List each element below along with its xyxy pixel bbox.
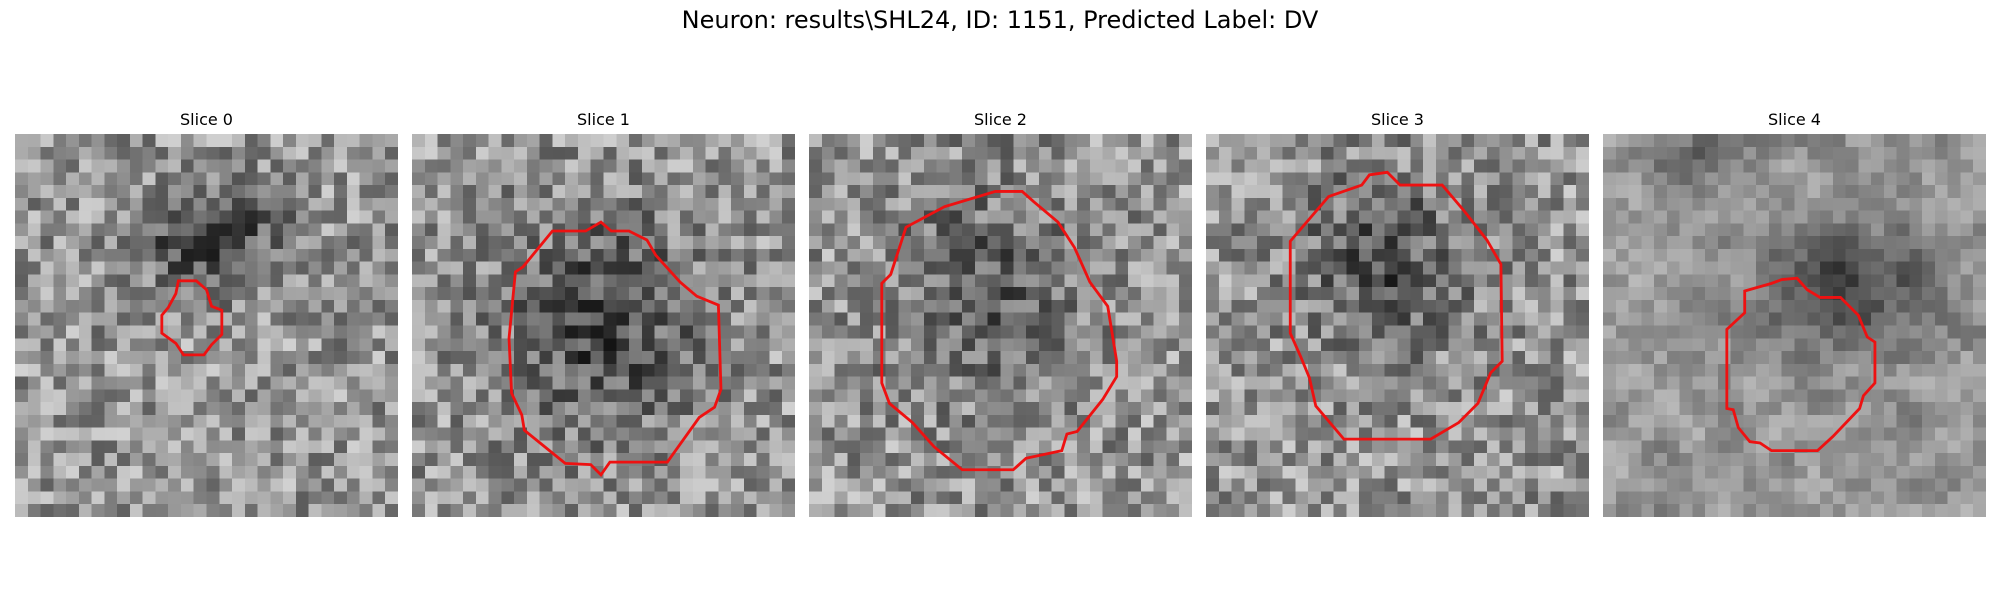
slice-panel-2: Slice 2 bbox=[809, 110, 1192, 520]
slice-title-1: Slice 1 bbox=[577, 110, 630, 129]
slice-image-3 bbox=[1206, 134, 1589, 517]
slice-image-2 bbox=[809, 134, 1192, 517]
roi-contour-4 bbox=[1725, 276, 1877, 453]
pixel-grid-3 bbox=[1206, 134, 1589, 517]
slice-title-4: Slice 4 bbox=[1768, 110, 1821, 129]
slice-title-3: Slice 3 bbox=[1371, 110, 1424, 129]
slice-panel-4: Slice 4 bbox=[1603, 110, 1986, 520]
slice-panel-1: Slice 1 bbox=[412, 110, 795, 520]
pixel-grid-1 bbox=[412, 134, 795, 517]
slice-title-2: Slice 2 bbox=[974, 110, 1027, 129]
roi-contour-3 bbox=[1288, 170, 1504, 441]
figure-title: Neuron: results\SHL24, ID: 1151, Predict… bbox=[681, 6, 1319, 34]
slice-image-1 bbox=[412, 134, 795, 517]
slice-panel-0: Slice 0 bbox=[15, 110, 398, 520]
pixel-grid-4 bbox=[1603, 134, 1986, 517]
slice-image-4 bbox=[1603, 134, 1986, 517]
roi-contour-2 bbox=[880, 190, 1119, 472]
roi-contour-1 bbox=[507, 220, 723, 478]
pixel-grid-0 bbox=[15, 134, 398, 517]
slice-title-0: Slice 0 bbox=[180, 110, 233, 129]
slice-panel-3: Slice 3 bbox=[1206, 110, 1589, 520]
roi-contour-0 bbox=[160, 279, 224, 357]
slice-image-0 bbox=[15, 134, 398, 517]
